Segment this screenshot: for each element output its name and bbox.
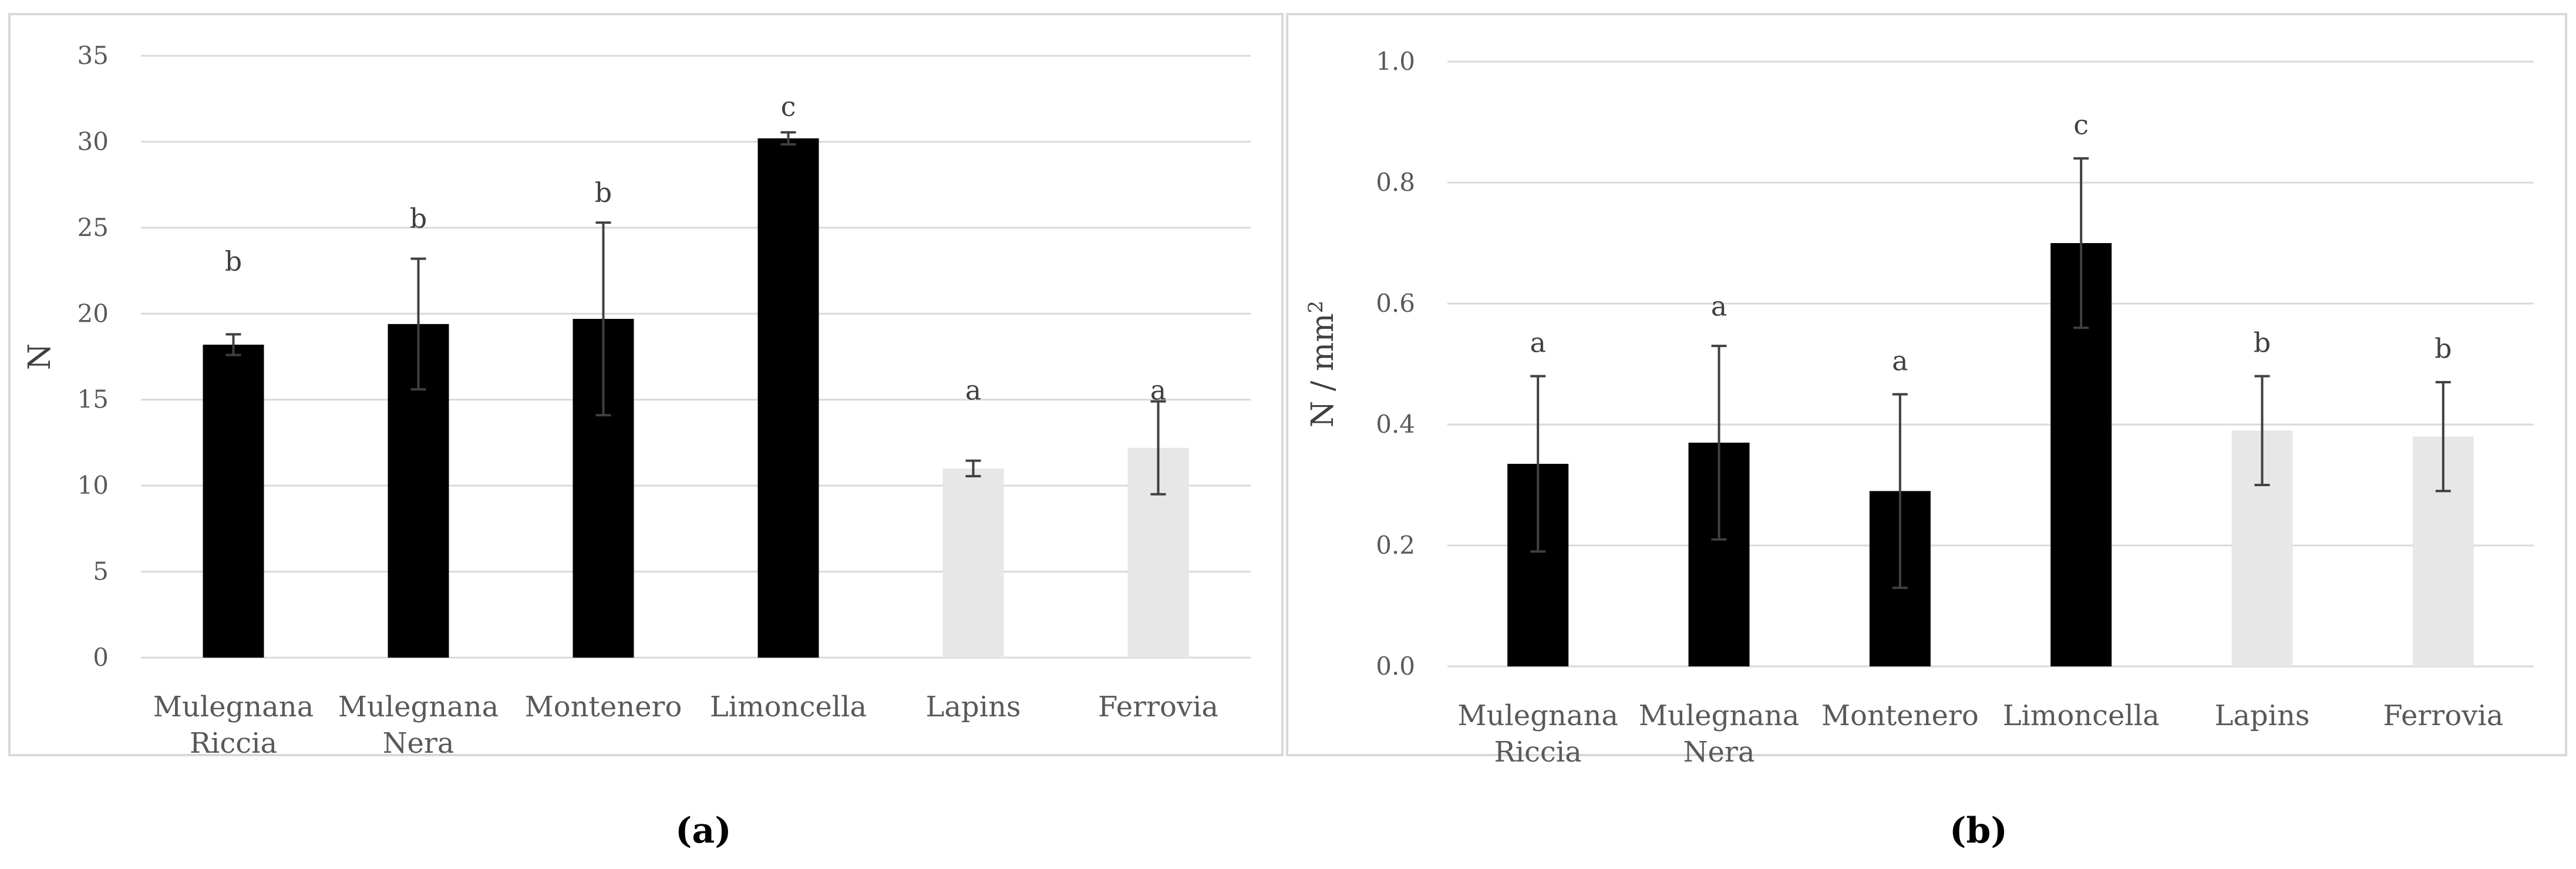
y-tick-label-b-5: 1.0 bbox=[1376, 47, 1415, 76]
category-label-line-a-1-0: Mulegnana bbox=[338, 691, 499, 723]
bar-a-0 bbox=[203, 345, 264, 658]
significance-letter-b-1: a bbox=[1711, 291, 1727, 322]
y-tick-label-b-2: 0.4 bbox=[1376, 410, 1415, 439]
category-label-line-b-0-1: Riccia bbox=[1494, 736, 1582, 769]
category-label-line-a-5-0: Ferrovia bbox=[1098, 691, 1218, 723]
category-label-b-2: Montenero bbox=[1821, 699, 1979, 732]
category-label-line-a-1-1: Nera bbox=[383, 727, 454, 760]
y-tick-label-b-4: 0.8 bbox=[1376, 168, 1415, 197]
category-label-line-b-1-1: Nera bbox=[1683, 736, 1755, 769]
y-tick-label-a-1: 5 bbox=[93, 557, 109, 586]
category-label-a-0: Mulegnana Riccia bbox=[153, 691, 314, 760]
category-label-line-a-0-0: Mulegnana bbox=[153, 691, 314, 723]
category-label-b-1: Mulegnana Nera bbox=[1639, 699, 1800, 769]
category-label-line-b-1-0: Mulegnana bbox=[1639, 699, 1800, 732]
y-axis-label-a: N bbox=[22, 343, 58, 370]
category-label-line-a-2-0: Montenero bbox=[525, 691, 682, 723]
category-label-line-b-3-0: Limoncella bbox=[2003, 699, 2160, 732]
significance-letter-a-2: b bbox=[595, 177, 612, 208]
category-label-line-a-4-0: Lapins bbox=[925, 691, 1021, 723]
y-tick-label-b-3: 0.6 bbox=[1376, 289, 1415, 318]
y-axis-label-b: N / mm2 bbox=[1304, 301, 1341, 427]
significance-letter-a-5: a bbox=[1150, 375, 1166, 406]
category-label-a-4: Lapins bbox=[925, 691, 1021, 723]
bar-a-3 bbox=[757, 138, 819, 658]
y-tick-label-a-6: 30 bbox=[78, 127, 109, 156]
category-label-line-a-3-0: Limoncella bbox=[710, 691, 867, 723]
y-tick-label-b-1: 0.2 bbox=[1376, 531, 1415, 560]
category-label-b-4: Lapins bbox=[2214, 699, 2309, 732]
bar-a-4 bbox=[942, 468, 1004, 658]
significance-letter-a-3: c bbox=[781, 91, 796, 123]
category-label-line-b-0-0: Mulegnana bbox=[1457, 699, 1618, 732]
caption-b: (b) bbox=[1949, 810, 2008, 851]
category-label-a-1: Mulegnana Nera bbox=[338, 691, 499, 760]
significance-letter-a-4: a bbox=[965, 375, 981, 406]
y-tick-label-a-3: 15 bbox=[78, 385, 109, 414]
significance-letter-b-0: a bbox=[1530, 326, 1545, 358]
category-label-b-5: Ferrovia bbox=[2383, 699, 2503, 732]
caption-a: (a) bbox=[675, 810, 732, 851]
category-label-a-3: Limoncella bbox=[710, 691, 867, 723]
significance-letter-a-0: b bbox=[225, 245, 242, 277]
y-tick-label-a-4: 20 bbox=[78, 299, 109, 328]
y-tick-label-a-0: 0 bbox=[93, 643, 109, 672]
significance-letter-a-1: b bbox=[410, 203, 427, 234]
category-label-b-3: Limoncella bbox=[2003, 699, 2160, 732]
y-tick-label-b-0: 0.0 bbox=[1376, 652, 1415, 681]
significance-letter-b-4: b bbox=[2254, 326, 2271, 358]
category-label-line-b-2-0: Montenero bbox=[1821, 699, 1979, 732]
y-tick-label-a-2: 10 bbox=[78, 471, 109, 500]
category-label-b-0: Mulegnana Riccia bbox=[1457, 699, 1618, 769]
y-axis-label-superscript-b: 2 bbox=[1304, 301, 1328, 314]
significance-letter-b-2: a bbox=[1892, 345, 1908, 376]
category-label-line-b-5-0: Ferrovia bbox=[2383, 699, 2503, 732]
category-label-a-2: Montenero bbox=[525, 691, 682, 723]
y-tick-label-a-5: 25 bbox=[78, 213, 109, 242]
y-tick-label-a-7: 35 bbox=[78, 41, 109, 70]
category-label-line-b-4-0: Lapins bbox=[2214, 699, 2309, 732]
category-label-a-5: Ferrovia bbox=[1098, 691, 1218, 723]
category-label-line-a-0-1: Riccia bbox=[190, 727, 277, 760]
significance-letter-b-3: c bbox=[2073, 109, 2089, 141]
significance-letter-b-5: b bbox=[2434, 333, 2452, 365]
